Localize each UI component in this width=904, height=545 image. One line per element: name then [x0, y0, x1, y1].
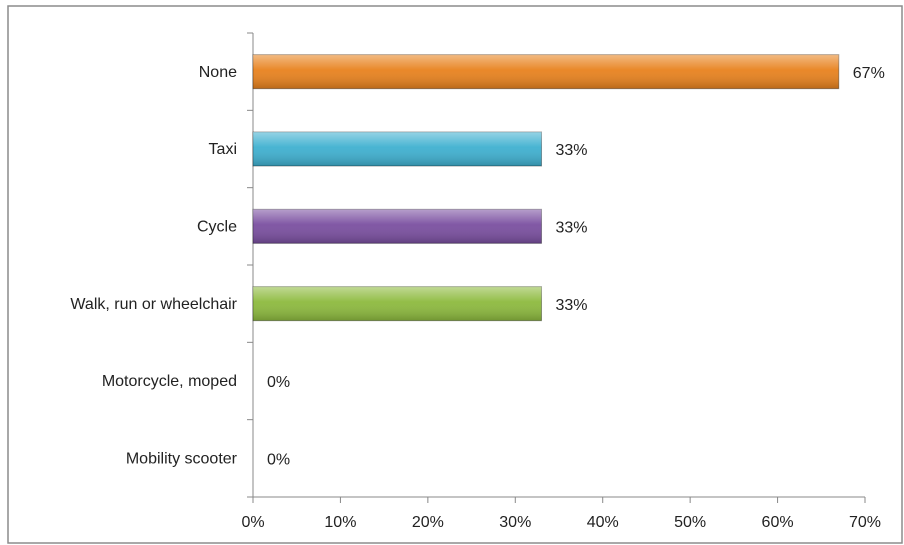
- y-tick-label: Cycle: [197, 219, 237, 236]
- value-label: 0%: [267, 374, 290, 391]
- value-label: 33%: [556, 297, 588, 314]
- x-tick-label: 30%: [499, 514, 531, 531]
- value-label: 33%: [556, 142, 588, 159]
- x-tick-label: 0%: [241, 514, 264, 531]
- bar-shine: [253, 54, 839, 89]
- y-tick-label: None: [199, 64, 237, 81]
- x-tick-label: 20%: [412, 514, 444, 531]
- bar-shine: [253, 286, 542, 321]
- x-tick-label: 60%: [762, 514, 794, 531]
- value-label: 67%: [853, 65, 885, 82]
- x-tick-label: 10%: [324, 514, 356, 531]
- y-tick-label: Walk, run or wheelchair: [70, 296, 237, 313]
- x-tick-label: 50%: [674, 514, 706, 531]
- value-label: 33%: [556, 220, 588, 237]
- x-tick-label: 40%: [587, 514, 619, 531]
- y-tick-label: Motorcycle, moped: [102, 373, 237, 390]
- bar-shine: [253, 132, 542, 166]
- bar-shine: [253, 209, 542, 244]
- chart-frame: [7, 5, 903, 544]
- value-label: 0%: [267, 452, 290, 469]
- x-tick-label: 70%: [849, 514, 881, 531]
- y-tick-label: Mobility scooter: [126, 451, 238, 468]
- y-tick-label: Taxi: [209, 141, 237, 158]
